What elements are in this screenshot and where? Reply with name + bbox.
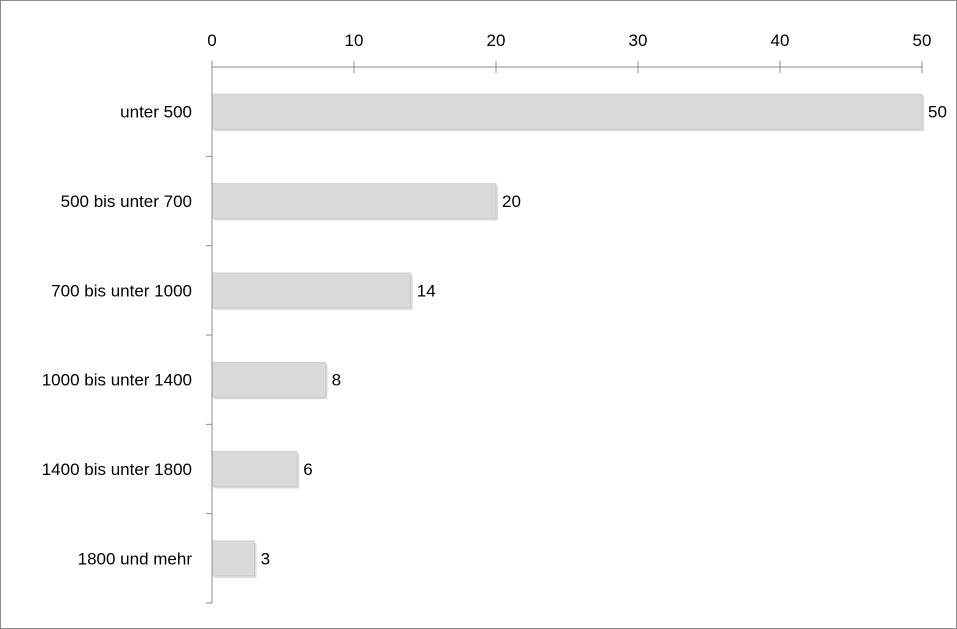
category-label: 1800 und mehr [78, 549, 193, 568]
bar-value-label: 20 [502, 192, 521, 211]
category-axis: unter 500 500 bis unter 700 700 bis unter … [42, 67, 213, 604]
x-tick-label: 50 [913, 31, 932, 50]
x-tick-label: 20 [487, 31, 506, 50]
category-label: 500 bis unter 700 [61, 192, 192, 211]
x-tick-label: 30 [629, 31, 648, 50]
bar [211, 451, 298, 487]
bar [211, 93, 923, 130]
bar-value-label: 8 [332, 371, 341, 390]
x-tick-label: 10 [345, 31, 364, 50]
bar-value-label: 3 [261, 549, 270, 568]
bar [211, 361, 326, 398]
x-axis: 0 10 20 30 40 50 [207, 31, 931, 73]
bars: 50 20 14 8 6 3 [211, 93, 947, 578]
category-label: 1400 bis unter 1800 [42, 460, 192, 479]
bar-value-label: 14 [417, 281, 436, 300]
category-label: unter 500 [120, 103, 192, 122]
bar [211, 272, 412, 309]
bar [211, 540, 255, 577]
category-label: 700 bis unter 1000 [51, 281, 192, 300]
x-tick-label: 40 [771, 31, 790, 50]
bar-value-label: 50 [928, 103, 947, 122]
x-tick-label: 0 [207, 31, 216, 50]
bar [211, 183, 497, 219]
category-label: 1000 bis unter 1400 [42, 371, 192, 390]
bar-value-label: 6 [303, 460, 312, 479]
